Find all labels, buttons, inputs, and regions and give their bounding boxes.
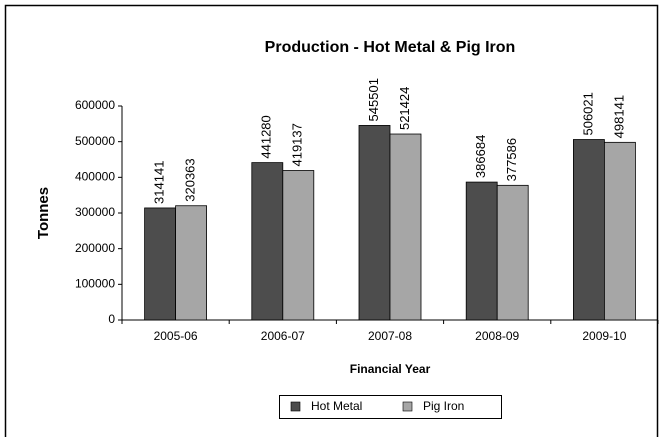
value-label: 521424 (397, 87, 412, 130)
legend-box (279, 395, 502, 419)
x-tick-label: 2007-08 (368, 329, 412, 343)
value-label: 506021 (580, 92, 595, 135)
x-axis-label: Financial Year (350, 362, 431, 376)
x-tick-label: 2009-10 (582, 329, 626, 343)
chart-title: Production - Hot Metal & Pig Iron (265, 39, 516, 56)
value-label: 545501 (366, 78, 381, 121)
bar (175, 205, 208, 321)
y-tick-label: 400000 (75, 170, 115, 184)
legend-swatch (290, 401, 301, 412)
y-tick-label: 100000 (75, 277, 115, 291)
y-tick-label: 200000 (75, 241, 115, 255)
bar (465, 181, 498, 321)
bar (144, 207, 177, 321)
bar (496, 184, 529, 321)
y-tick-label: 300000 (75, 205, 115, 219)
bar (282, 170, 315, 321)
legend-swatch (402, 401, 413, 412)
value-label: 377586 (504, 138, 519, 181)
y-tick-label: 0 (108, 312, 115, 326)
legend-label: Hot Metal (311, 399, 362, 413)
value-label: 498141 (611, 95, 626, 138)
bar (358, 125, 391, 321)
value-label: 441280 (259, 115, 274, 158)
value-label: 314141 (152, 161, 167, 204)
value-label: 320363 (183, 158, 198, 201)
y-tick-label: 600000 (75, 98, 115, 112)
value-label: 386684 (473, 135, 488, 178)
y-axis-label: Tonnes (35, 187, 52, 239)
bar (604, 141, 636, 321)
bar (573, 139, 605, 321)
x-tick-label: 2005-06 (154, 329, 198, 343)
y-tick-label: 500000 (75, 134, 115, 148)
x-tick-label: 2006-07 (261, 329, 305, 343)
bar (251, 162, 284, 321)
legend-label: Pig Iron (423, 399, 464, 413)
value-label: 419137 (290, 123, 305, 166)
bar (389, 133, 422, 321)
chart-frame (4, 4, 659, 437)
x-tick-label: 2008-09 (475, 329, 519, 343)
